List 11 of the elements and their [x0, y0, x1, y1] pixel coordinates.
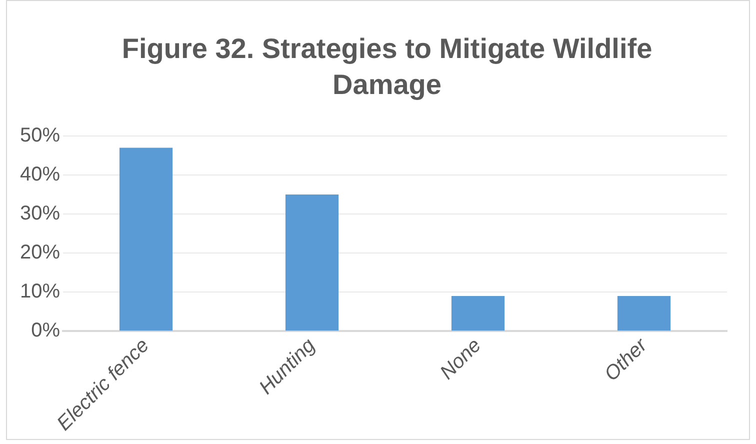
y-tick-label: 40% [20, 164, 60, 186]
bar [451, 296, 505, 331]
bar [285, 194, 339, 331]
bar [617, 296, 671, 331]
y-tick-label: 20% [20, 242, 60, 264]
bar [119, 148, 173, 331]
y-tick-label: 30% [20, 202, 60, 225]
chart-title: Figure 32. Strategies to Mitigate Wildlife Damage [120, 32, 654, 102]
y-tick-label: 10% [20, 280, 60, 303]
y-tick-label: 0% [31, 320, 60, 342]
y-tick-label: 50% [20, 124, 60, 147]
